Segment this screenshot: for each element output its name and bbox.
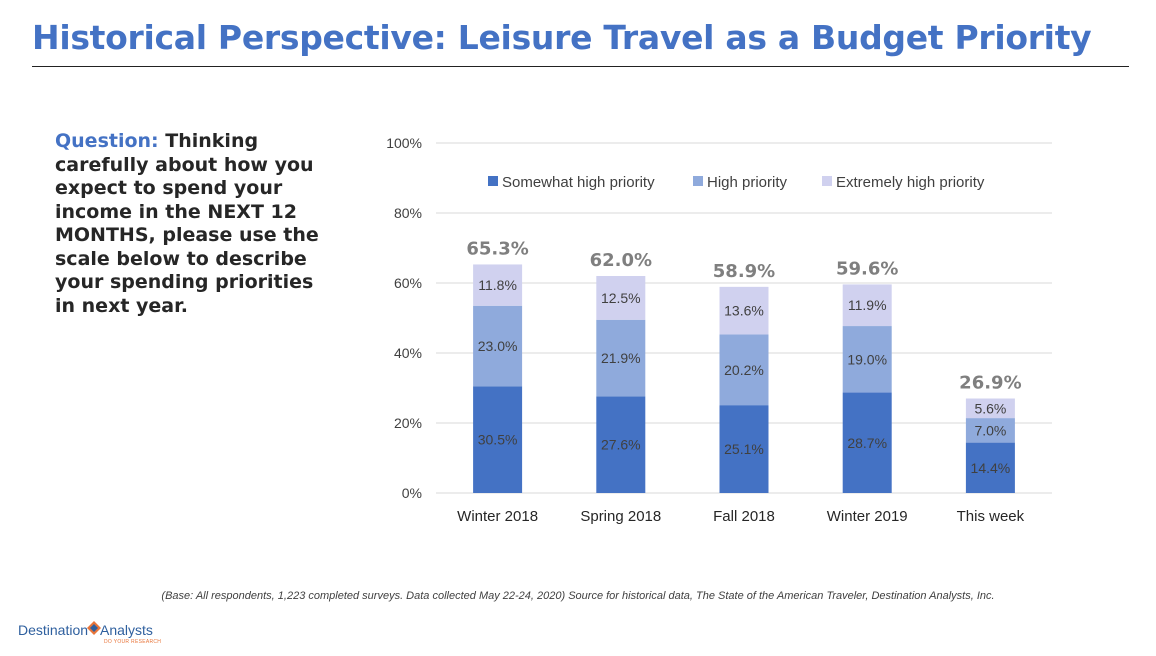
bar-segment: [965, 398, 1015, 419]
legend-label: High priority: [707, 174, 788, 191]
data-label: 7.0%: [974, 422, 1006, 438]
bar-segment: [965, 418, 1015, 443]
stacked-bar-chart: 0% 20% 40% 60% 80% 100% 30.5% 23.0% 11.8% 65.3% Wi…: [386, 135, 1052, 525]
legend-swatch: [488, 176, 498, 186]
bar-segment: [842, 326, 892, 393]
data-label: 13.6%: [724, 303, 764, 319]
data-label: 23.0%: [478, 338, 518, 354]
data-label: 20.2%: [724, 362, 764, 378]
data-label: 11.9%: [848, 297, 887, 313]
y-tick-label: 80%: [394, 205, 422, 221]
question-body: Thinking carefully about how you expect …: [55, 130, 319, 317]
bar-segment: [596, 276, 646, 320]
x-tick-label: This week: [957, 508, 1025, 525]
footnote: (Base: All respondents, 1,223 completed …: [161, 590, 995, 602]
logo-text-right: Analysts: [100, 622, 153, 638]
data-label: 30.5%: [478, 432, 518, 448]
data-label: 14.4%: [971, 460, 1011, 476]
bar-segment: [842, 284, 892, 327]
question-text: Question: Thinking carefully about how y…: [55, 130, 320, 318]
data-label: 25.1%: [724, 441, 764, 457]
data-label: 27.6%: [601, 437, 641, 453]
bar-segment: [596, 396, 646, 493]
data-label: 19.0%: [847, 351, 887, 367]
page-title: Historical Perspective: Leisure Travel a…: [32, 18, 1092, 57]
data-label: 5.6%: [974, 400, 1006, 416]
title-divider: [32, 66, 1129, 67]
x-tick-label: Winter 2018: [457, 508, 538, 525]
bar-segment: [842, 392, 892, 493]
y-tick-label: 40%: [394, 345, 422, 361]
bar-segment: [473, 305, 523, 387]
x-tick-label: Spring 2018: [580, 508, 661, 525]
total-label: 26.9%: [959, 373, 1021, 394]
logo-tagline: DO YOUR RESEARCH: [104, 639, 162, 645]
bar-segment: [473, 386, 523, 493]
legend-swatch: [693, 176, 703, 186]
legend-swatch: [822, 176, 832, 186]
question-label: Question:: [55, 130, 159, 152]
data-label: 28.7%: [847, 435, 887, 451]
bar-segment: [596, 319, 646, 397]
bar-segment: [719, 334, 769, 406]
data-label: 12.5%: [601, 290, 641, 306]
y-tick-label: 20%: [394, 415, 422, 431]
total-label: 58.9%: [713, 261, 775, 282]
y-tick-label: 60%: [394, 275, 422, 291]
data-label: 11.8%: [478, 277, 517, 293]
logo-diamond-icon: [87, 621, 101, 635]
total-label: 65.3%: [466, 238, 528, 259]
logo-text-left: Destination: [18, 622, 89, 638]
x-tick-label: Fall 2018: [713, 508, 775, 525]
legend-label: Somewhat high priority: [502, 174, 655, 191]
y-tick-label: 100%: [386, 135, 422, 151]
bar-segment: [473, 264, 523, 306]
total-label: 59.6%: [836, 258, 898, 279]
x-tick-label: Winter 2019: [827, 508, 908, 525]
bar-segment: [965, 442, 1015, 493]
total-label: 62.0%: [590, 250, 652, 271]
bar-segment: [719, 405, 769, 493]
legend-label: Extremely high priority: [836, 174, 985, 191]
bar-segment: [719, 286, 769, 335]
y-tick-label: 0%: [402, 485, 422, 501]
data-label: 21.9%: [601, 350, 641, 366]
